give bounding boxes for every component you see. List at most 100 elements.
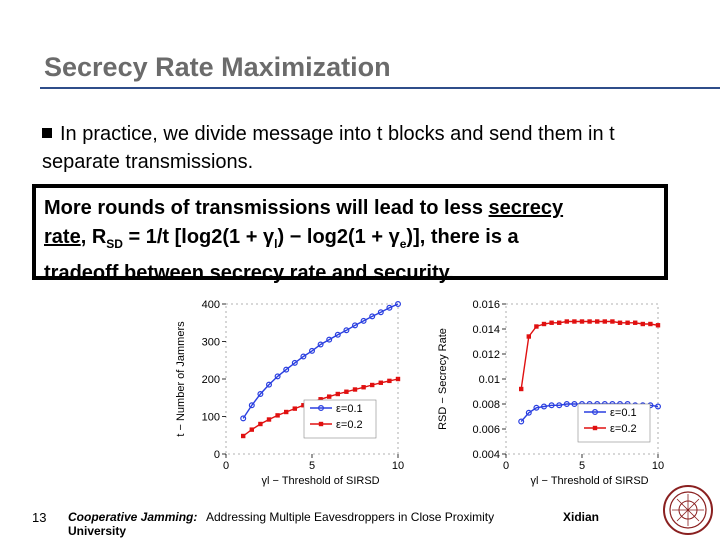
data-point xyxy=(556,402,563,409)
data-point xyxy=(248,402,255,409)
data-point xyxy=(370,382,375,388)
data-point xyxy=(291,359,298,366)
data-point xyxy=(344,389,349,394)
x-tick-label: 10 xyxy=(392,460,404,472)
callout-text: ) − log2(1 + γ xyxy=(277,226,400,248)
data-point xyxy=(572,319,577,324)
data-point xyxy=(265,381,272,388)
data-point xyxy=(377,309,384,316)
bullet-text: In practice, we divide message into t bl… xyxy=(42,123,615,173)
footer-org: Xidian xyxy=(563,510,600,524)
y-tick-label: 200 xyxy=(202,374,220,386)
data-point xyxy=(283,366,290,373)
data-point xyxy=(395,301,402,308)
data-point xyxy=(274,373,281,380)
bullet-point: In practice, we divide message into t bl… xyxy=(42,120,692,176)
data-point xyxy=(266,417,272,422)
y-tick-label: 0.004 xyxy=(472,449,500,461)
y-tick-label: 300 xyxy=(202,337,220,349)
legend-marker xyxy=(318,421,324,427)
data-point xyxy=(548,402,555,409)
callout-line-3: tradeoff between secrecy rate and securi… xyxy=(44,262,454,284)
x-tick-label: 0 xyxy=(503,460,509,472)
data-point xyxy=(526,334,531,339)
y-axis-label: t − Number of Jammers xyxy=(175,321,187,437)
legend-label: ε=0.1 xyxy=(336,403,363,415)
data-point xyxy=(240,415,247,422)
data-point xyxy=(533,404,540,411)
data-point xyxy=(352,387,358,392)
legend-box xyxy=(303,399,377,439)
data-point xyxy=(334,331,341,338)
data-point xyxy=(335,391,340,397)
callout-underlined: rate xyxy=(44,226,81,248)
legend-label: ε=0.2 xyxy=(610,423,637,435)
data-point xyxy=(318,397,323,402)
y-tick-label: 0.008 xyxy=(472,399,500,411)
data-point xyxy=(300,353,307,360)
data-point xyxy=(655,403,662,410)
callout-line-1: More rounds of transmissions will lead t… xyxy=(44,194,656,223)
callout-text: )], there is a xyxy=(406,226,519,248)
data-point xyxy=(275,413,280,418)
footer-subtitle: Addressing Multiple Eavesdroppers in Clo… xyxy=(206,510,495,524)
x-tick-label: 5 xyxy=(309,460,315,472)
legend-marker xyxy=(318,404,325,411)
square-bullet-icon xyxy=(42,128,52,138)
data-point xyxy=(327,394,332,399)
data-point xyxy=(360,317,367,324)
data-point xyxy=(563,400,570,407)
data-point xyxy=(534,324,539,329)
data-point xyxy=(301,403,306,408)
data-point xyxy=(343,327,350,334)
data-point xyxy=(564,319,569,324)
data-point xyxy=(602,319,607,324)
footer-title: Cooperative Jamming: xyxy=(68,510,198,524)
y-tick-label: 0.014 xyxy=(472,324,500,336)
slide-title: Secrecy Rate Maximization xyxy=(44,52,391,82)
data-point xyxy=(284,409,289,415)
y-tick-label: 0.01 xyxy=(479,374,500,386)
data-point xyxy=(518,418,525,425)
data-point xyxy=(541,321,547,327)
data-point xyxy=(395,376,401,382)
data-point xyxy=(610,319,615,324)
data-point xyxy=(378,380,383,385)
data-point xyxy=(540,403,547,410)
series-line xyxy=(520,320,659,390)
series-line xyxy=(242,303,399,419)
data-point xyxy=(595,319,600,324)
data-point xyxy=(640,321,645,327)
data-point xyxy=(352,322,359,329)
data-point xyxy=(655,323,661,328)
data-point xyxy=(257,390,264,397)
data-point xyxy=(361,385,366,390)
data-point xyxy=(369,313,376,320)
data-point xyxy=(557,320,562,325)
data-point xyxy=(326,336,333,343)
callout-box: More rounds of transmissions will lead t… xyxy=(32,184,668,284)
y-tick-label: 400 xyxy=(202,299,220,311)
y-tick-label: 0 xyxy=(214,449,220,461)
legend-label: ε=0.1 xyxy=(610,407,637,419)
slide-number: 13 xyxy=(32,510,47,525)
jammers-chart: 0 100 200 300 400 0 5 10 t − Number of Jammers γl… xyxy=(175,299,404,487)
data-point xyxy=(587,319,592,324)
callout-line-2: rate, RSD = 1/t [log2(1 + γl) − log2(1 +… xyxy=(44,223,656,259)
data-point xyxy=(648,321,653,327)
data-point xyxy=(249,427,254,432)
x-tick-label: 10 xyxy=(652,460,664,472)
data-point xyxy=(241,433,246,439)
y-tick-label: 0.016 xyxy=(472,299,500,311)
data-point xyxy=(309,347,316,354)
y-axis-label: RSD − Secrecy Rate xyxy=(437,328,449,430)
x-tick-label: 0 xyxy=(223,460,229,472)
data-point xyxy=(571,400,578,407)
secrecy-rate-chart: 0.004 0.006 0.008 0.01 0.012 0.014 0.016 0 5 10 RS… xyxy=(437,299,664,487)
data-point xyxy=(633,320,638,325)
x-tick-label: 5 xyxy=(579,460,585,472)
x-axis-label: γl − Threshold of SIRSD xyxy=(262,475,380,487)
data-point xyxy=(579,319,585,324)
legend-label: ε=0.2 xyxy=(336,419,363,431)
footer-university: University xyxy=(68,524,127,538)
